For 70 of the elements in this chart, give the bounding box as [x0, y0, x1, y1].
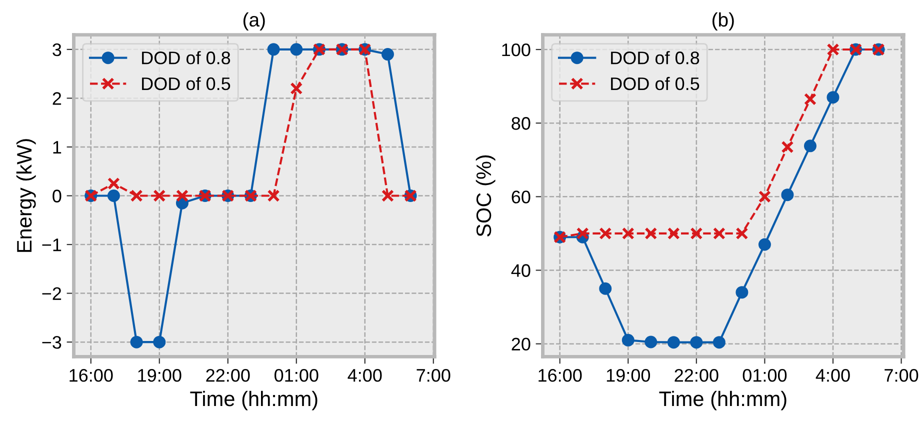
x-tick-label: 01:00: [274, 368, 318, 382]
point: [690, 227, 703, 240]
x-tick-label: 19:00: [606, 368, 650, 382]
y-tick-label: 80: [512, 117, 530, 130]
y-tick-label: −2: [42, 287, 62, 300]
y-tick-label: −3: [42, 336, 62, 349]
point: [826, 43, 840, 56]
y-tick-label: 40: [511, 264, 530, 277]
x-tick-label: 4:00: [816, 368, 850, 382]
x-tick-label: 7:00: [416, 368, 450, 382]
chart-title: (a): [243, 12, 265, 30]
point: [758, 190, 771, 203]
point: [107, 190, 120, 202]
point: [804, 92, 816, 106]
x-tick-label: 19:00: [138, 368, 182, 382]
y-tick-label: −1: [42, 238, 62, 252]
point: [622, 334, 634, 346]
legend-label: DOD of 0.8: [611, 51, 700, 64]
point: [176, 190, 188, 202]
point: [781, 140, 794, 154]
point: [690, 336, 703, 349]
x-tick-label: 22:00: [674, 368, 718, 382]
y-tick-label: 20: [512, 338, 530, 351]
point: [576, 227, 589, 240]
point: [267, 190, 280, 202]
y-tick-label: 3: [52, 43, 62, 56]
chart-title: (b): [712, 12, 734, 30]
y-tick-label: 0: [52, 190, 62, 202]
y-axis-title: SOC (%): [476, 155, 496, 236]
x-axis-title: Time (hh:mm): [190, 390, 318, 410]
legend-label: DOD of 0.5: [611, 76, 700, 90]
point: [130, 190, 143, 202]
point: [667, 227, 680, 240]
x-tick-label: 01:00: [742, 368, 787, 382]
point: [758, 238, 771, 251]
point: [381, 190, 394, 202]
point: [781, 188, 794, 202]
point: [107, 177, 120, 190]
point: [644, 336, 658, 348]
point: [804, 140, 816, 152]
point: [826, 91, 840, 104]
point: [130, 336, 143, 348]
x-tick-label: 4:00: [348, 368, 382, 382]
x-tick-label: 22:00: [206, 368, 250, 382]
y-tick-label: 1: [53, 141, 62, 154]
point: [736, 286, 748, 299]
x-axis-title: Time (hh:mm): [659, 390, 786, 410]
x-tick-label: 16:00: [70, 368, 113, 382]
x-tick-label: 16:00: [538, 368, 582, 382]
point: [599, 227, 612, 240]
point: [599, 282, 612, 295]
point: [153, 336, 166, 348]
y-tick-label: 100: [502, 43, 530, 56]
x-tick-label: 7:00: [884, 368, 918, 382]
point: [712, 336, 726, 349]
legend-label: DOD of 0.8: [142, 51, 230, 64]
point: [267, 43, 280, 56]
point: [290, 82, 303, 95]
y-axis-title: Energy (kW): [16, 139, 36, 252]
point: [622, 227, 634, 240]
point: [712, 227, 726, 240]
point: [644, 227, 658, 240]
point: [381, 48, 394, 61]
y-tick-label: 60: [512, 190, 530, 204]
y-tick-label: 2: [52, 92, 62, 105]
legend-label: DOD of 0.5: [142, 76, 230, 90]
point: [290, 43, 303, 56]
point: [667, 336, 680, 349]
point: [153, 190, 166, 202]
point: [736, 227, 748, 240]
